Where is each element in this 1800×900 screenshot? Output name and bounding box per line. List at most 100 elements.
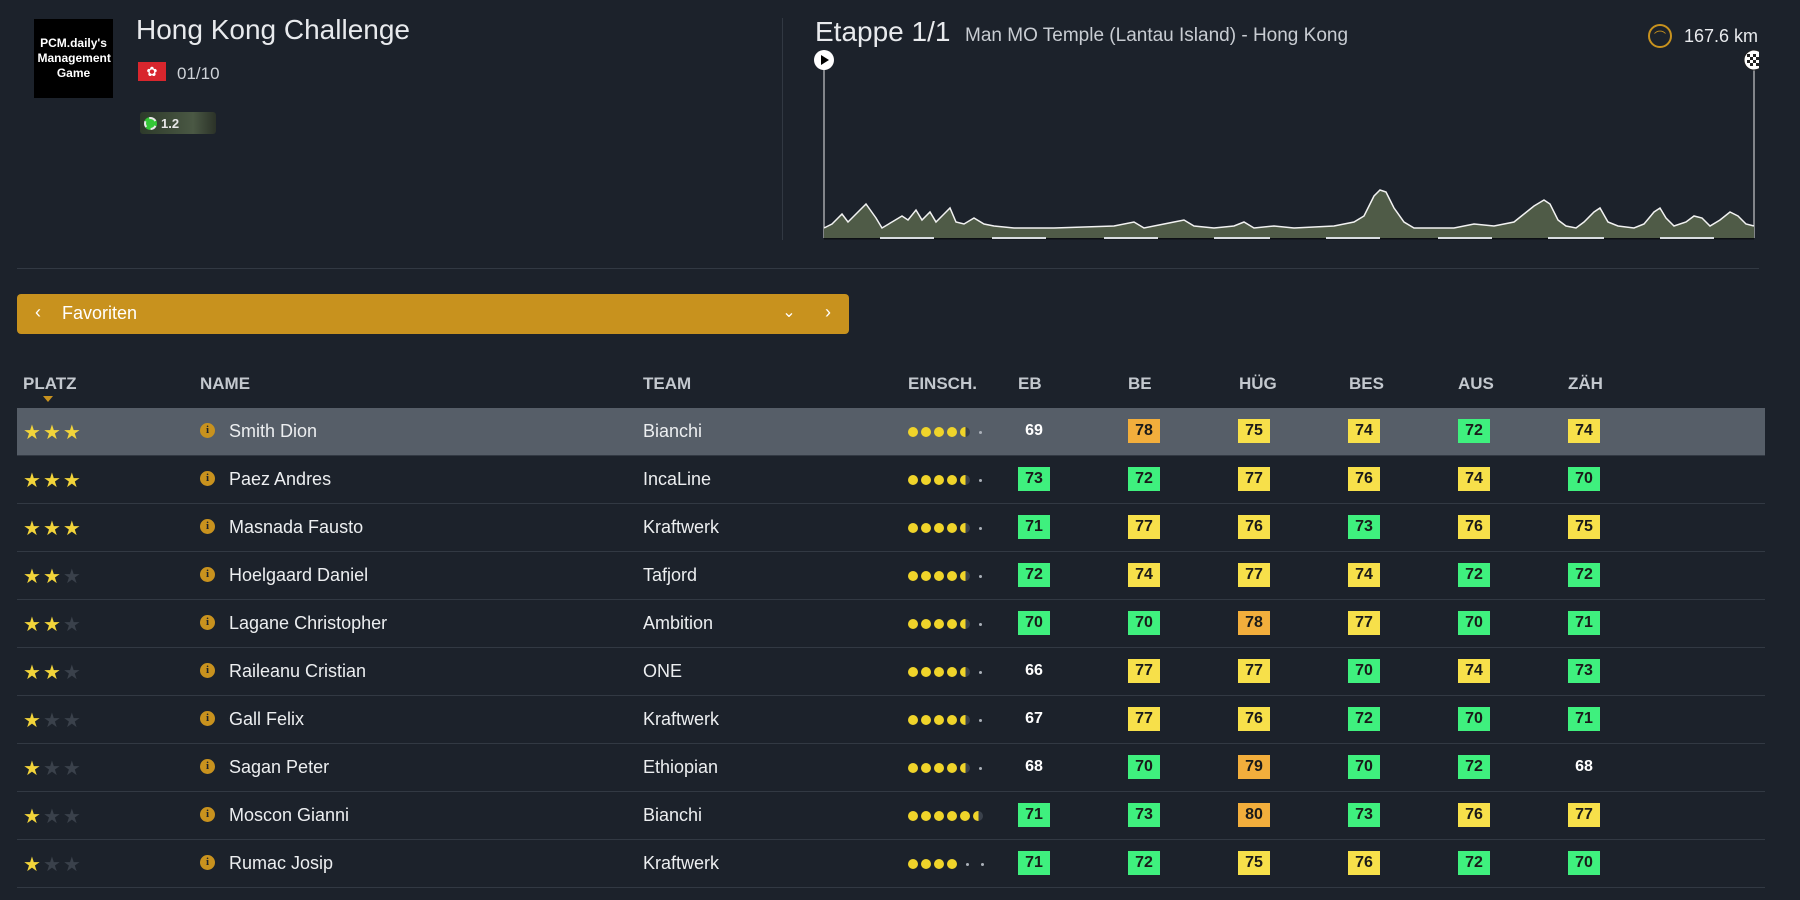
rider-name[interactable]: Rumac Josip <box>229 853 334 873</box>
stat-bes: 73 <box>1348 515 1380 539</box>
star-filled-icon: ★ <box>23 422 43 444</box>
rider-team: Kraftwerk <box>643 853 720 873</box>
info-icon[interactable]: i <box>200 519 215 534</box>
form-dot-icon <box>934 475 944 485</box>
form-dot-icon <box>947 715 957 725</box>
info-icon[interactable]: i <box>200 759 215 774</box>
info-icon[interactable]: i <box>200 663 215 678</box>
column-header-hug[interactable]: HÜG <box>1239 374 1277 393</box>
rider-name[interactable]: Masnada Fausto <box>229 517 364 537</box>
column-header-einsch[interactable]: EINSCH. <box>908 374 977 393</box>
stat-zah: 70 <box>1568 851 1600 875</box>
table-row[interactable]: ★★★ i Paez Andres IncaLine 73 72 77 76 74 70 <box>17 456 1765 504</box>
form-dot-icon <box>908 811 918 821</box>
stat-aus: 76 <box>1458 515 1490 539</box>
chevron-right-icon[interactable]: › <box>825 302 831 322</box>
info-icon[interactable]: i <box>200 567 215 582</box>
table-row[interactable]: ★★★ i Hoelgaard Daniel Tafjord 72 74 77 74 72 72 <box>17 552 1765 600</box>
stat-eb: 66 <box>1025 662 1043 679</box>
stat-bes: 73 <box>1348 803 1380 827</box>
form-dot-icon <box>934 523 944 533</box>
star-filled-icon: ★ <box>23 614 43 636</box>
rider-table: ★★★ i Smith Dion Bianchi 69 78 75 74 72 74 ★★★ i Pae… <box>17 408 1765 888</box>
rider-name[interactable]: Lagane Christopher <box>229 613 388 633</box>
form-indicator <box>908 619 988 629</box>
column-header-eb[interactable]: EB <box>1018 374 1042 393</box>
stat-zah: 72 <box>1568 563 1600 587</box>
stat-eb: 72 <box>1018 563 1050 587</box>
form-dot-icon <box>934 619 944 629</box>
form-dot-icon <box>960 715 970 725</box>
form-dot-icon <box>934 811 944 821</box>
stat-hug: 75 <box>1238 419 1270 443</box>
rider-name[interactable]: Raileanu Cristian <box>229 661 367 681</box>
star-empty-icon: ★ <box>62 614 83 636</box>
form-dot-icon <box>908 523 918 533</box>
stat-aus: 72 <box>1458 755 1490 779</box>
chevron-down-icon[interactable]: ⌄ <box>782 304 796 321</box>
stat-zah: 74 <box>1568 419 1600 443</box>
info-icon[interactable]: i <box>200 471 215 486</box>
info-icon[interactable]: i <box>200 855 215 870</box>
rating-stars: ★★★ <box>23 516 83 541</box>
stat-hug: 79 <box>1238 755 1270 779</box>
form-dot-icon <box>947 859 957 869</box>
table-row[interactable]: ★★★ i Lagane Christopher Ambition 70 70 78 77 70… <box>17 600 1765 648</box>
section-divider <box>17 268 1759 269</box>
table-row[interactable]: ★★★ i Smith Dion Bianchi 69 78 75 74 72 74 <box>17 408 1765 456</box>
column-header-team[interactable]: TEAM <box>643 374 692 393</box>
form-dot-icon <box>908 619 918 629</box>
column-header-be[interactable]: BE <box>1128 374 1152 393</box>
info-icon[interactable]: i <box>200 807 215 822</box>
chevron-left-icon[interactable]: ‹ <box>35 302 41 322</box>
form-dot-icon <box>908 763 918 773</box>
form-dot-icon <box>934 859 944 869</box>
rider-name[interactable]: Paez Andres <box>229 469 332 489</box>
table-row[interactable]: ★★★ i Moscon Gianni Bianchi 71 73 80 73 76 77 <box>17 792 1765 840</box>
rating-stars: ★★★ <box>23 708 83 733</box>
column-header-name[interactable]: NAME <box>200 374 251 393</box>
column-header-aus[interactable]: AUS <box>1458 374 1494 393</box>
star-empty-icon: ★ <box>62 758 83 780</box>
form-dot-icon <box>979 670 982 674</box>
form-dot-icon <box>921 523 931 533</box>
stat-zah: 77 <box>1568 803 1600 827</box>
stat-bes: 72 <box>1348 707 1380 731</box>
table-row[interactable]: ★★★ i Sagan Peter Ethiopian 68 70 79 70 72 68 <box>17 744 1765 792</box>
info-icon[interactable]: i <box>200 711 215 726</box>
rider-name[interactable]: Smith Dion <box>229 421 318 441</box>
table-row[interactable]: ★★★ i Gall Felix Kraftwerk 67 77 76 72 70 71 <box>17 696 1765 744</box>
form-dot-icon <box>947 763 957 773</box>
column-header-platz[interactable]: PLATZ <box>23 374 77 393</box>
rider-name[interactable]: Moscon Gianni <box>229 805 350 825</box>
info-icon[interactable]: i <box>200 615 215 630</box>
stat-eb: 69 <box>1025 422 1043 439</box>
stat-hug: 76 <box>1238 707 1270 731</box>
form-dot-icon <box>947 475 957 485</box>
stage-profile <box>814 49 1759 240</box>
star-filled-icon: ★ <box>62 518 83 540</box>
race-category-badge: 1.2 <box>140 112 216 134</box>
table-row[interactable]: ★★★ i Raileanu Cristian ONE 66 77 77 70 74 73 <box>17 648 1765 696</box>
logo-text: PCM.daily's Management Game <box>37 36 111 80</box>
rider-name[interactable]: Sagan Peter <box>229 757 330 777</box>
stat-bes: 76 <box>1348 851 1380 875</box>
filter-selector[interactable]: ‹ Favoriten ⌄ › <box>17 294 849 334</box>
table-row[interactable]: ★★★ i Masnada Fausto Kraftwerk 71 77 76 73 76 75 <box>17 504 1765 552</box>
stage-label: Etappe 1/1 <box>815 16 951 47</box>
form-dot-icon <box>921 571 931 581</box>
stat-hug: 76 <box>1238 515 1270 539</box>
rider-name[interactable]: Gall Felix <box>229 709 305 729</box>
form-dot-icon <box>908 715 918 725</box>
header-divider <box>782 18 783 240</box>
form-dot-icon <box>979 430 982 434</box>
star-filled-icon: ★ <box>23 854 43 876</box>
rider-name[interactable]: Hoelgaard Daniel <box>229 565 369 585</box>
form-dot-icon <box>947 811 957 821</box>
column-header-zah[interactable]: ZÄH <box>1568 374 1603 393</box>
info-icon[interactable]: i <box>200 423 215 438</box>
stat-be: 78 <box>1128 419 1160 443</box>
column-header-bes[interactable]: BES <box>1349 374 1384 393</box>
table-row[interactable]: ★★★ i Rumac Josip Kraftwerk 71 72 75 76 72 70 <box>17 840 1765 888</box>
star-empty-icon: ★ <box>62 662 83 684</box>
